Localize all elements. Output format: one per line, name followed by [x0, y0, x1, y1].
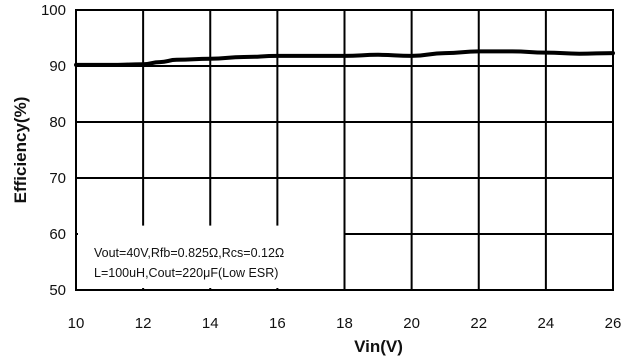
y-tick-label: 100 — [41, 2, 66, 19]
annotation-line-1: Vout=40V,Rfb=0.825Ω,Rcs=0.12Ω — [94, 246, 284, 260]
x-tick-label: 26 — [605, 315, 622, 332]
x-tick-labels: 10 12 14 16 18 20 22 24 26 — [68, 315, 622, 332]
y-tick-label: 50 — [49, 282, 66, 299]
series-layer — [74, 49, 615, 67]
y-tick-label: 70 — [49, 170, 66, 187]
y-tick-label: 80 — [49, 114, 66, 131]
y-axis-label: Efficiency(%) — [11, 97, 30, 204]
plot-frame — [75, 9, 614, 291]
x-tick-label: 20 — [403, 315, 420, 332]
annotation-box — [78, 225, 344, 288]
y-tick-label: 60 — [49, 226, 66, 243]
x-tick-label: 22 — [470, 315, 487, 332]
x-tick-label: 24 — [538, 315, 555, 332]
efficiency-series-line — [74, 49, 615, 67]
x-tick-label: 14 — [202, 315, 219, 332]
y-tick-labels: 50 60 70 80 90 100 — [41, 2, 66, 299]
x-tick-label: 18 — [336, 315, 353, 332]
x-tick-label: 16 — [269, 315, 286, 332]
annotation-line-2: L=100uH,Cout=220μF(Low ESR) — [94, 266, 278, 280]
x-axis-label: Vin(V) — [354, 337, 403, 356]
y-tick-label: 90 — [49, 58, 66, 75]
x-tick-label: 12 — [135, 315, 152, 332]
x-tick-label: 10 — [68, 315, 85, 332]
